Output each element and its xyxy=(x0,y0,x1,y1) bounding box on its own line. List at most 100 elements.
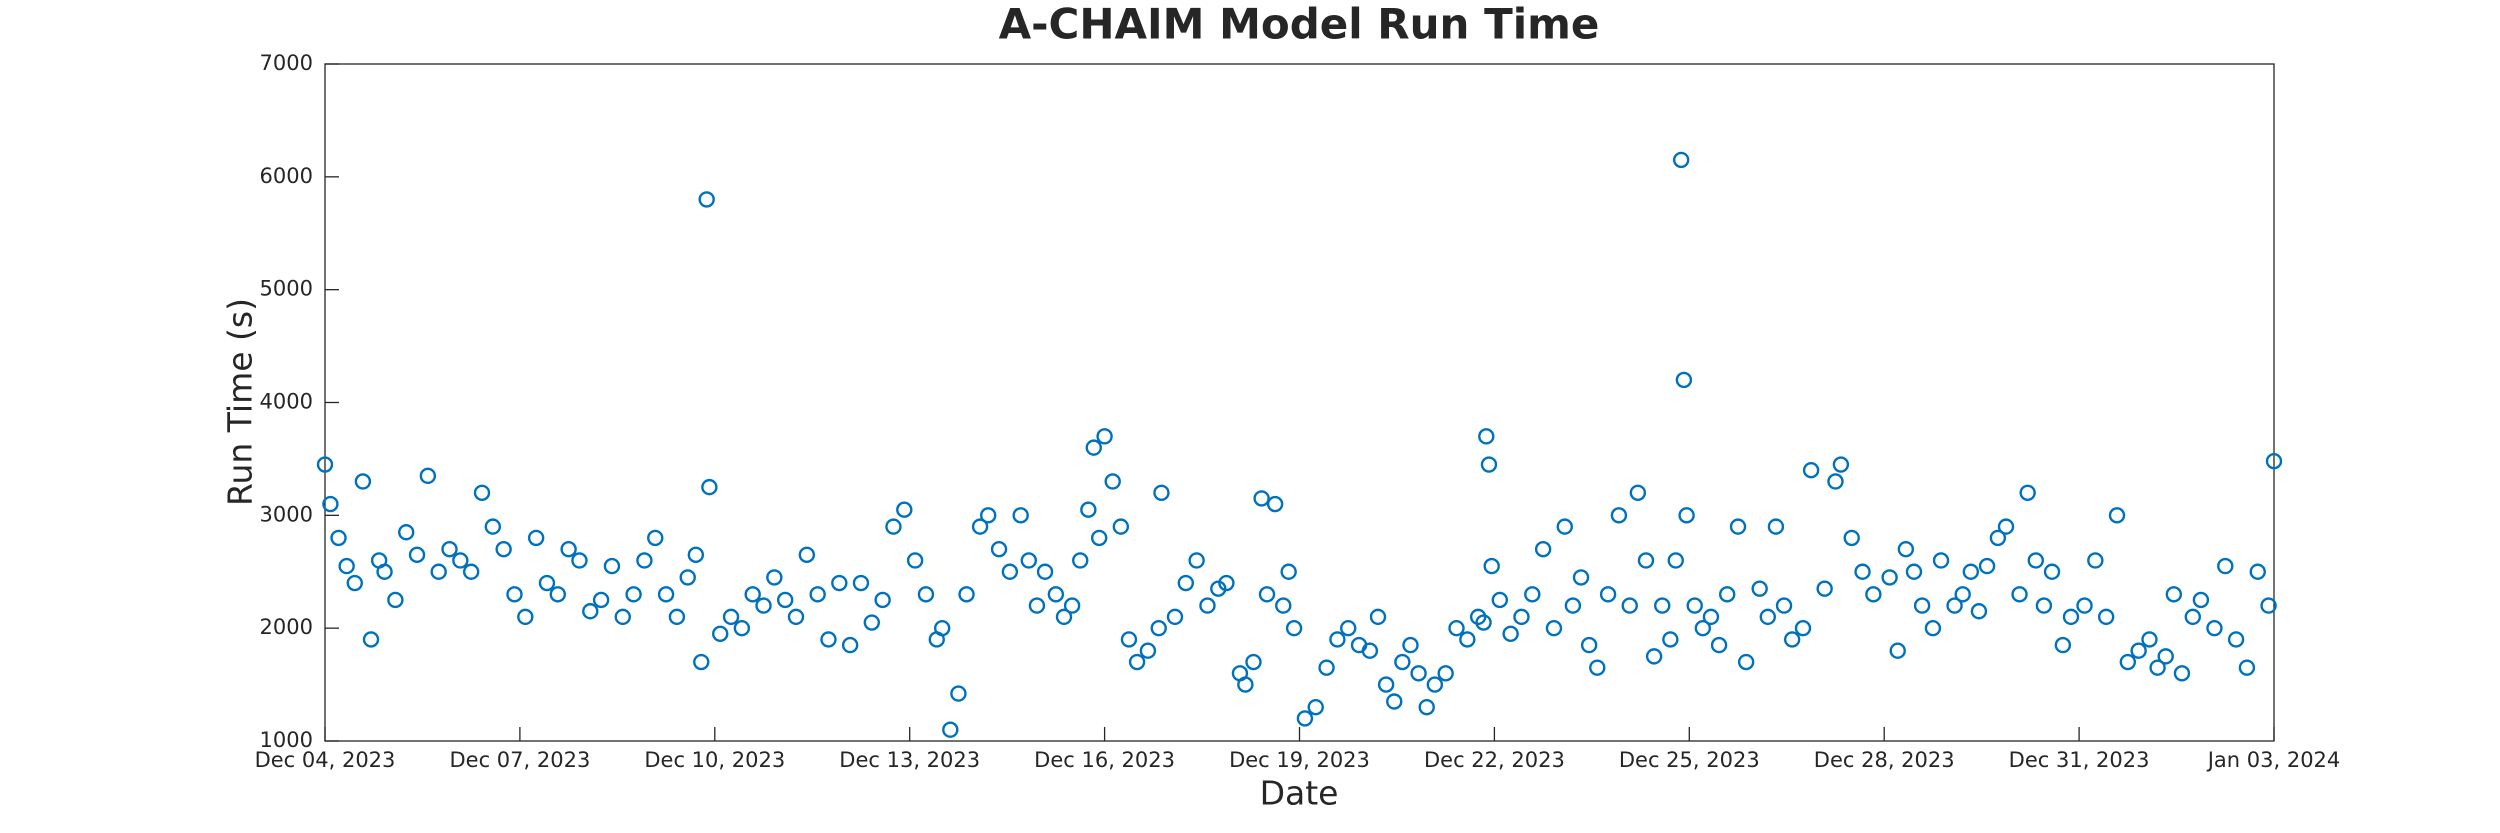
data-point xyxy=(1610,507,1628,524)
data-point xyxy=(980,507,997,524)
data-point xyxy=(1210,580,1227,597)
data-point xyxy=(1448,619,1465,637)
data-point xyxy=(1475,614,1492,631)
data-point xyxy=(1150,619,1167,637)
data-point xyxy=(1702,608,1720,626)
data-point xyxy=(1340,619,1357,637)
data-point xyxy=(625,586,642,603)
data-point xyxy=(733,619,751,637)
y-tick-label: 3000 xyxy=(260,502,313,526)
data-point xyxy=(2087,552,2104,569)
data-point xyxy=(2260,597,2277,614)
data-point xyxy=(1718,586,1736,603)
data-point xyxy=(1418,698,1435,716)
y-tick-label: 1000 xyxy=(260,728,313,752)
data-point xyxy=(1128,653,1146,671)
data-point xyxy=(582,603,599,620)
data-point xyxy=(1645,648,1663,665)
data-point xyxy=(1572,569,1590,586)
data-point xyxy=(2130,642,2147,659)
x-tick-label: Dec 13, 2023 xyxy=(839,748,980,772)
data-point xyxy=(1932,552,1950,569)
data-point xyxy=(1085,439,1102,456)
x-tick-label: Dec 22, 2023 xyxy=(1424,748,1565,772)
data-point xyxy=(1729,518,1747,535)
data-point xyxy=(1020,552,1038,569)
x-tick-label: Dec 25, 2023 xyxy=(1619,748,1760,772)
data-point xyxy=(2238,659,2256,676)
data-point xyxy=(484,518,502,535)
data-point xyxy=(1410,665,1427,682)
data-point xyxy=(1970,603,1988,620)
data-point xyxy=(722,608,740,626)
data-point xyxy=(2165,586,2183,603)
data-point xyxy=(1063,597,1081,614)
data-point xyxy=(1905,563,1923,580)
data-point xyxy=(712,625,729,643)
x-tick-label: Dec 16, 2023 xyxy=(1034,748,1175,772)
data-point xyxy=(693,653,710,671)
data-point xyxy=(1258,586,1276,603)
data-point xyxy=(452,552,469,569)
data-point xyxy=(2027,552,2044,569)
data-point xyxy=(408,546,426,564)
data-point xyxy=(592,591,610,609)
data-point xyxy=(1483,557,1500,575)
data-point xyxy=(1737,653,1755,671)
data-point xyxy=(1285,619,1303,637)
data-point xyxy=(1924,619,1942,637)
data-point xyxy=(841,636,859,654)
data-point xyxy=(1426,676,1444,693)
x-axis-label: Date xyxy=(1260,774,1339,813)
y-axis-label: Run Time (s) xyxy=(221,298,260,506)
y-tick-label: 5000 xyxy=(260,277,313,301)
data-point xyxy=(1480,456,1498,473)
data-point xyxy=(755,597,772,614)
data-point xyxy=(1564,597,1582,614)
data-point xyxy=(1188,552,1205,569)
data-point xyxy=(1997,518,2015,535)
data-point xyxy=(744,586,761,603)
data-point xyxy=(1545,619,1563,637)
data-point xyxy=(316,456,334,473)
data-point xyxy=(1667,552,1684,569)
data-point xyxy=(1104,473,1121,490)
data-point xyxy=(636,552,653,569)
data-point xyxy=(679,569,696,586)
data-point xyxy=(1402,636,1419,654)
x-tick-label: Dec 19, 2023 xyxy=(1229,748,1370,772)
data-point xyxy=(1662,631,1679,648)
data-point xyxy=(1946,597,1963,614)
y-tick-label: 2000 xyxy=(260,615,313,639)
data-point xyxy=(885,518,902,535)
data-point xyxy=(1637,552,1655,569)
data-point xyxy=(809,586,826,603)
data-point xyxy=(1989,529,2007,547)
data-point xyxy=(2043,563,2061,580)
data-point xyxy=(614,608,631,626)
data-point xyxy=(1329,631,1346,648)
data-point xyxy=(1954,586,1971,603)
data-point xyxy=(419,467,437,485)
data-point xyxy=(1556,518,1573,535)
data-point xyxy=(1112,518,1130,535)
data-point xyxy=(346,574,363,592)
data-point xyxy=(338,557,355,575)
data-point xyxy=(701,478,718,496)
data-point xyxy=(1775,597,1793,614)
data-point xyxy=(1275,597,1292,614)
data-point xyxy=(1802,462,1820,479)
data-point xyxy=(1881,569,1898,586)
data-point xyxy=(687,546,705,564)
data-point xyxy=(1827,473,1844,490)
data-point xyxy=(1589,659,1606,676)
data-point xyxy=(1245,653,1262,671)
data-point xyxy=(1767,518,1785,535)
data-point xyxy=(1889,642,1906,659)
data-point xyxy=(1361,642,1379,659)
data-point xyxy=(1843,529,1860,547)
data-point xyxy=(831,574,848,592)
data-point xyxy=(473,484,491,501)
data-point xyxy=(1459,631,1476,648)
data-point xyxy=(1913,597,1931,614)
